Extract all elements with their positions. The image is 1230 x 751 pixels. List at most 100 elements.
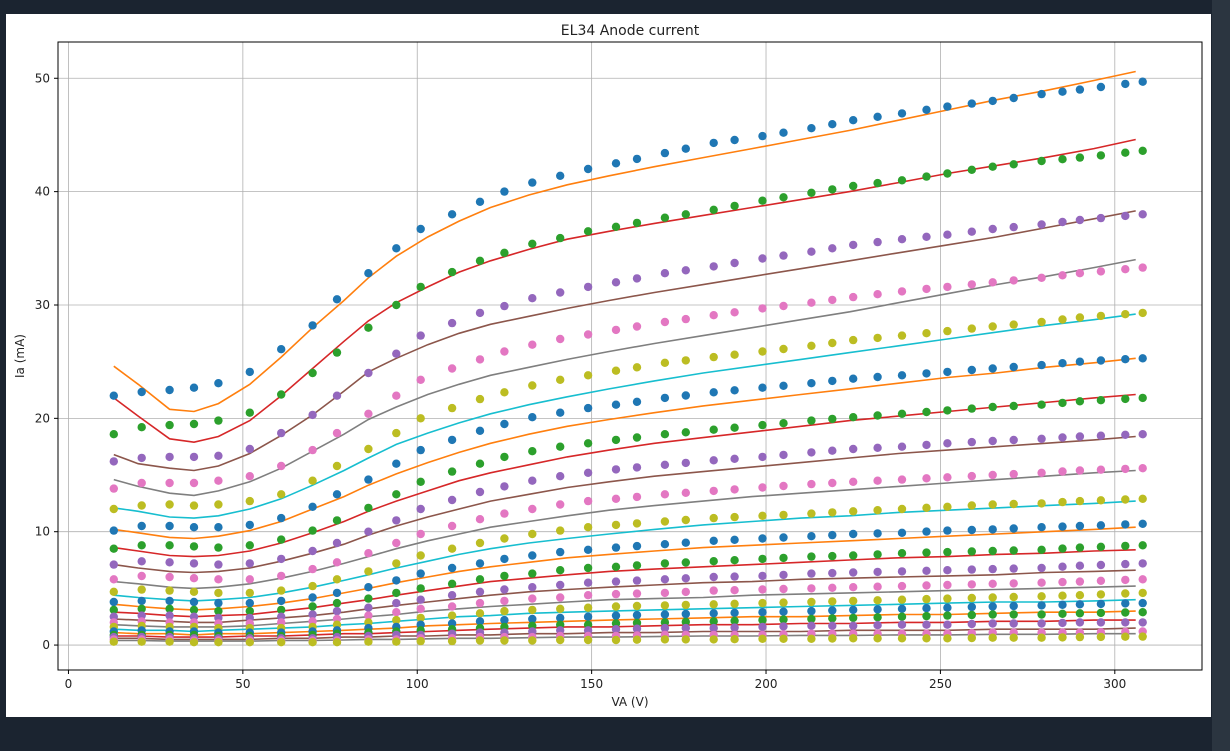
data-point xyxy=(1096,521,1106,530)
data-point xyxy=(897,528,907,537)
data-point xyxy=(165,385,174,395)
data-point xyxy=(447,318,457,328)
data-point xyxy=(849,181,858,191)
data-point xyxy=(214,588,223,598)
data-point xyxy=(922,284,931,294)
data-point xyxy=(660,559,670,568)
data-point xyxy=(1121,495,1130,504)
data-point xyxy=(988,579,997,588)
data-point xyxy=(967,165,976,174)
data-point xyxy=(364,594,373,603)
data-point xyxy=(660,269,670,278)
data-point xyxy=(528,583,537,592)
data-point xyxy=(556,593,565,602)
data-point xyxy=(308,368,317,378)
data-point xyxy=(779,553,788,563)
data-point xyxy=(807,584,816,593)
data-point xyxy=(1138,598,1147,608)
data-point xyxy=(709,486,718,496)
data-point xyxy=(308,410,317,420)
data-point xyxy=(660,610,670,619)
data-point xyxy=(807,509,816,518)
data-point xyxy=(849,335,858,345)
data-point xyxy=(109,560,119,569)
data-point xyxy=(1138,519,1147,528)
data-point xyxy=(214,543,223,552)
data-point xyxy=(1121,608,1130,617)
plot-frame xyxy=(57,41,1203,671)
data-point xyxy=(1075,153,1085,162)
data-point xyxy=(681,428,690,437)
data-point xyxy=(556,171,565,180)
data-point xyxy=(660,317,670,327)
data-point xyxy=(897,595,907,604)
data-point xyxy=(277,554,286,564)
data-point xyxy=(730,135,739,145)
data-point xyxy=(779,533,788,542)
data-point xyxy=(1009,160,1018,169)
data-point xyxy=(137,501,146,510)
data-point xyxy=(109,575,119,584)
data-point xyxy=(1058,609,1067,618)
data-point xyxy=(988,224,997,234)
data-point xyxy=(897,176,907,185)
data-point xyxy=(392,576,401,585)
fit-line xyxy=(113,585,1136,628)
data-point xyxy=(779,622,788,631)
data-point xyxy=(758,634,767,643)
data-point xyxy=(988,322,997,331)
data-point xyxy=(988,525,997,534)
data-point xyxy=(1075,632,1085,642)
data-point xyxy=(1121,79,1130,89)
data-point xyxy=(189,574,199,583)
data-point xyxy=(1037,156,1046,166)
data-point xyxy=(681,623,690,633)
data-point xyxy=(447,210,457,219)
data-point xyxy=(214,451,223,460)
data-point xyxy=(1121,394,1130,404)
data-point xyxy=(583,164,593,174)
y-tick-label: 50 xyxy=(35,71,50,85)
data-point xyxy=(873,178,882,188)
x-tick-label: 150 xyxy=(580,677,603,691)
data-point xyxy=(1058,467,1067,476)
fit-line xyxy=(113,549,1136,618)
data-point xyxy=(709,262,718,271)
data-point xyxy=(730,308,739,317)
data-point xyxy=(500,509,509,518)
data-point xyxy=(828,551,837,561)
data-point xyxy=(137,637,146,646)
data-point xyxy=(849,568,858,577)
y-tick-label: 20 xyxy=(35,411,50,425)
data-point xyxy=(1058,359,1067,368)
x-axis-ticks: 0 50 100 150 200 250 300 xyxy=(65,670,1126,691)
data-point xyxy=(583,635,593,645)
data-point xyxy=(165,478,174,488)
data-point xyxy=(681,515,690,525)
data-point xyxy=(277,638,286,647)
data-point xyxy=(611,435,621,445)
data-point xyxy=(583,371,593,380)
data-point xyxy=(779,481,788,491)
data-point xyxy=(137,596,146,606)
data-point xyxy=(1121,559,1130,569)
data-point xyxy=(779,615,788,624)
data-point xyxy=(660,148,670,158)
data-point xyxy=(332,490,342,499)
data-point xyxy=(392,538,401,548)
data-point xyxy=(214,606,223,616)
data-point xyxy=(681,314,690,324)
data-point xyxy=(758,571,767,581)
data-point xyxy=(807,597,816,607)
data-point xyxy=(709,623,718,633)
data-point xyxy=(364,549,373,558)
data-point xyxy=(967,280,976,289)
data-point xyxy=(416,331,425,340)
data-point xyxy=(332,575,342,584)
fit-line xyxy=(113,258,1136,497)
data-point xyxy=(828,338,837,348)
data-point xyxy=(528,381,537,390)
y-tick-label: 0 xyxy=(42,638,50,652)
data-point xyxy=(556,375,565,384)
data-point xyxy=(779,419,788,428)
